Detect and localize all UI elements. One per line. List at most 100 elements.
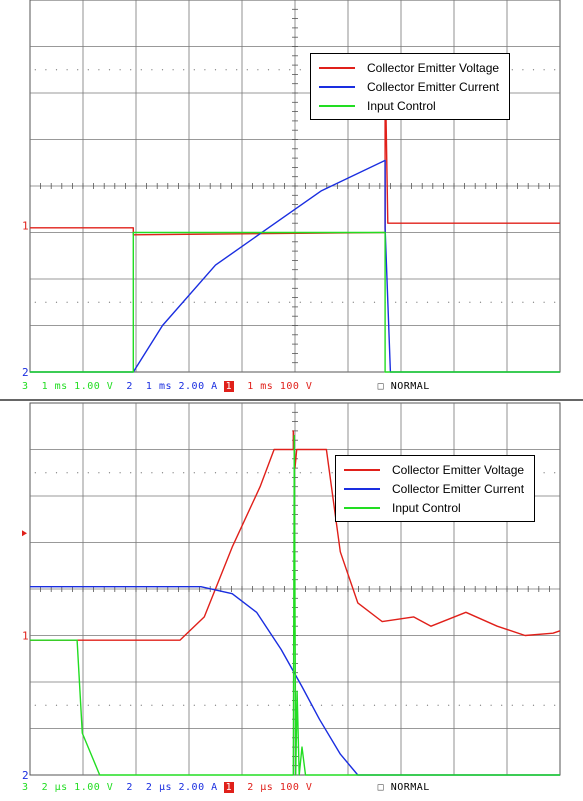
grid-dot — [214, 704, 217, 706]
panel-divider — [0, 399, 583, 401]
grid-dot — [342, 301, 344, 303]
grid-dot — [119, 301, 121, 303]
grid-dot — [469, 704, 471, 706]
grid-dot — [193, 472, 195, 474]
legend-top: Collector Emitter Voltage Collector Emit… — [310, 53, 511, 120]
grid-dot — [151, 69, 153, 71]
grid-dot — [214, 472, 217, 474]
readout-field: 3 — [22, 381, 29, 392]
grid-dot — [373, 704, 376, 706]
legend-label-voltage: Collector Emitter Voltage — [392, 462, 525, 477]
grid-dot — [246, 301, 248, 303]
grid-dot — [66, 704, 68, 706]
grid-dot — [363, 301, 365, 303]
grid-dot — [278, 472, 280, 474]
grid-dot — [140, 301, 142, 303]
grid-dot — [130, 69, 132, 71]
readout-field: 2 µs 100 V — [234, 782, 313, 793]
series-line — [30, 585, 560, 776]
legend-swatch-voltage — [344, 468, 380, 471]
grid-dot — [458, 301, 460, 303]
grid-dot — [278, 704, 280, 706]
grid-dot — [172, 69, 174, 71]
legend-label-current: Collector Emitter Current — [367, 79, 500, 94]
grid-dot — [246, 472, 248, 474]
grid-dot — [161, 69, 164, 71]
grid-dot — [352, 301, 354, 303]
grid-dot — [204, 704, 206, 706]
grid-dot — [108, 472, 111, 474]
grid-dot — [66, 301, 68, 303]
legend-entry: Collector Emitter Voltage — [319, 58, 499, 77]
grid-dot — [278, 69, 280, 71]
grid-dot — [448, 301, 450, 303]
grid-dot — [236, 704, 238, 706]
channel-marker: 2 — [22, 366, 29, 379]
grid-dot — [522, 704, 524, 706]
grid-dot — [246, 704, 248, 706]
readout-field: NORMAL — [390, 782, 430, 793]
legend-label-input: Input Control — [392, 500, 461, 515]
grid-dot — [320, 472, 323, 474]
grid-dot — [522, 69, 524, 71]
grid-dot — [310, 301, 312, 303]
grid-dot — [119, 704, 121, 706]
trigger-level-marker — [22, 530, 27, 537]
readout-field: 1 ms 1.00 V — [28, 381, 114, 392]
grid-dot — [363, 704, 365, 706]
grid-dot — [426, 301, 429, 303]
readout-field: 2 — [113, 381, 133, 392]
grid-dot — [55, 69, 58, 71]
grid-dot — [87, 69, 89, 71]
grid-dot — [501, 704, 503, 706]
grid-dot — [405, 301, 407, 303]
legend-entry: Input Control — [344, 498, 524, 517]
legend-entry: Collector Emitter Voltage — [344, 460, 524, 479]
grid-dot — [395, 704, 397, 706]
grid-dot — [193, 704, 195, 706]
grid-dot — [34, 301, 36, 303]
grid-dot — [554, 704, 556, 706]
grid-dot — [299, 301, 301, 303]
grid-dot — [532, 69, 535, 71]
grid-dot — [225, 704, 227, 706]
grid-dot — [204, 472, 206, 474]
grid-dot — [172, 704, 174, 706]
grid-dot — [236, 301, 238, 303]
grid-dot — [108, 69, 111, 71]
grid-dot — [320, 301, 323, 303]
legend-bottom: Collector Emitter Voltage Collector Emit… — [335, 455, 536, 522]
grid-dot — [87, 704, 89, 706]
grid-dot — [267, 472, 270, 474]
grid-dot — [172, 472, 174, 474]
grid-dot — [469, 301, 471, 303]
grid-dot — [331, 301, 333, 303]
grid-dot — [426, 704, 429, 706]
grid-dot — [130, 472, 132, 474]
grid-dot — [458, 704, 460, 706]
grid-dot — [119, 472, 121, 474]
grid-dot — [225, 472, 227, 474]
grid-dot — [554, 301, 556, 303]
grid-dot — [543, 704, 545, 706]
grid-dot — [299, 472, 301, 474]
grid-dot — [479, 301, 482, 303]
readout-field — [312, 381, 377, 392]
square-icon: □ — [377, 782, 391, 793]
grid-dot — [511, 704, 513, 706]
grid-dot — [352, 704, 354, 706]
channel-marker: 2 — [22, 769, 29, 782]
grid-dot — [299, 69, 301, 71]
grid-dot — [130, 301, 132, 303]
grid-dot — [183, 704, 185, 706]
grid-dot — [77, 704, 79, 706]
grid-dot — [437, 704, 439, 706]
grid-dot — [183, 69, 185, 71]
grid-dot — [55, 704, 58, 706]
grid-dot — [395, 301, 397, 303]
grid-dot — [45, 69, 47, 71]
grid-dot — [416, 704, 418, 706]
